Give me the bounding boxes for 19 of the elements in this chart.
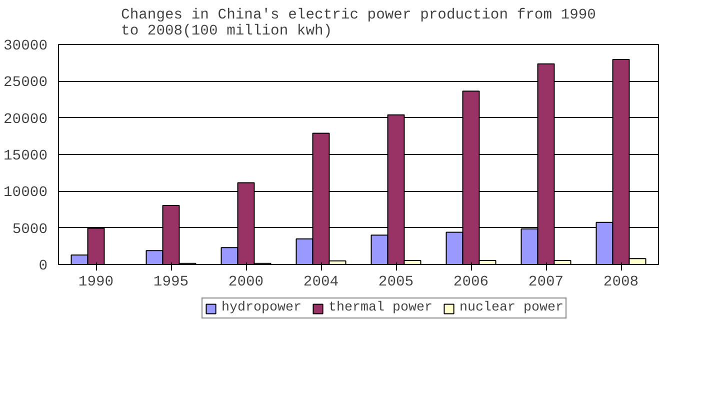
y-tick-label: 20000 [4,112,48,128]
chart-title: Changes in China's electric power production from 1990 to 2008(100 million kwh) [121,8,596,40]
legend-label: hydropower [222,300,302,316]
y-tick-label: 30000 [4,38,48,54]
y-tick-label: 15000 [4,148,48,164]
legend-label: nuclear power [459,300,564,316]
x-tick-label: 2004 [303,274,339,290]
x-tick-label: 2000 [228,274,264,290]
x-tick-label: 1995 [153,274,189,290]
y-tick-label: 10000 [4,185,48,202]
y-tick-label: 25000 [4,75,48,92]
y-tick-label: 0 [38,258,48,274]
x-tick-label: 2008 [603,274,639,290]
x-tick-label: 1990 [78,274,114,290]
legend-label: thermal power [328,300,432,316]
x-tick-label: 2005 [378,274,414,290]
x-tick-label: 2007 [528,274,564,290]
x-tick-label: 2006 [453,274,489,290]
y-tick-label: 5000 [12,222,48,238]
